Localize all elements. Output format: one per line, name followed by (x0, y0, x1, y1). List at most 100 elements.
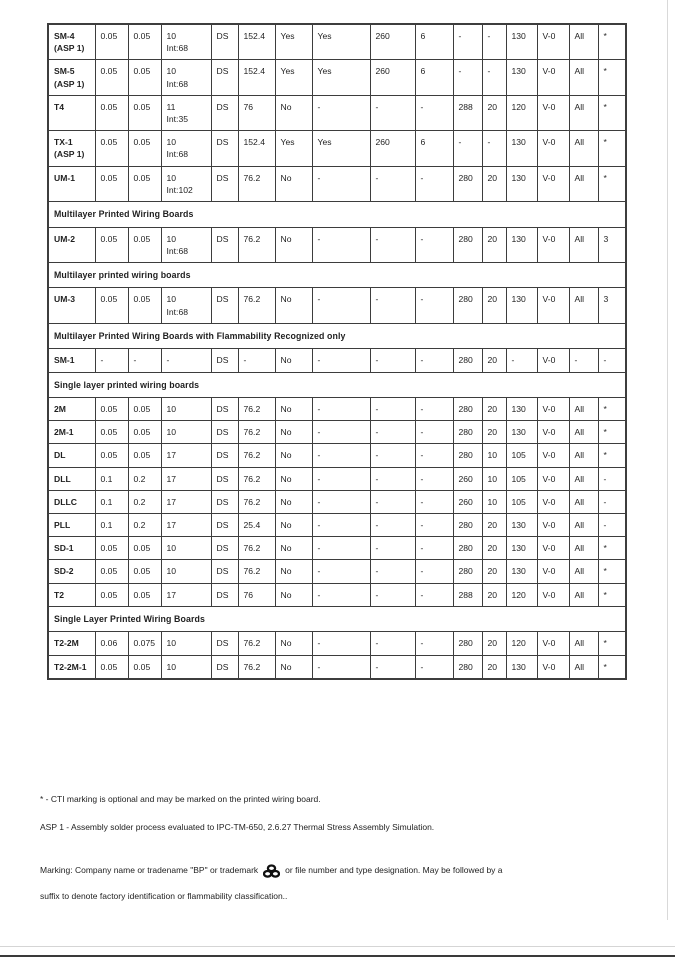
data-cell: 130 (505, 396, 538, 422)
section-header-label: Single Layer Printed Wiring Boards (47, 605, 627, 633)
table-row: SM-5 (ASP 1) 0.05 0.05 10 Int:68 DS 152.4 Yes Yes… (47, 59, 627, 96)
data-cell: 10 (160, 559, 212, 584)
data-cell: No (274, 654, 313, 680)
data-cell: All (568, 631, 599, 656)
data-cell: V-0 (536, 582, 570, 607)
data-cell: - (369, 348, 416, 373)
cti-footnote: * - CTI marking is optional and may be m… (40, 794, 321, 804)
data-cell: 280 (452, 348, 483, 373)
data-cell: 10 (160, 396, 212, 422)
board-type-cell: T2-2M-1 (47, 654, 96, 680)
data-cell: - (414, 466, 454, 491)
data-cell: 288 (452, 94, 483, 132)
data-cell: - (414, 443, 454, 468)
data-cell: V-0 (536, 23, 570, 61)
data-cell: No (274, 582, 313, 607)
data-cell: 0.05 (127, 536, 162, 561)
board-type-cell: UM-1 (47, 165, 96, 203)
data-cell: 0.1 (94, 466, 129, 491)
marking-block: Marking: Company name or tradename "BP" … (40, 860, 640, 907)
board-type-cell: UM-2 (47, 226, 96, 263)
data-cell: - (369, 443, 416, 468)
data-cell: - (414, 559, 454, 584)
data-cell: - (369, 536, 416, 561)
data-cell: Yes (274, 23, 313, 61)
data-cell: 0.1 (94, 512, 129, 538)
data-cell: 105 (505, 443, 538, 468)
data-cell: - (369, 165, 416, 203)
data-cell: - (597, 348, 627, 373)
data-cell: - (237, 348, 276, 373)
board-type-cell: T4 (47, 94, 96, 132)
data-cell: 10 Int:68 (160, 23, 212, 61)
data-cell: * (597, 654, 627, 680)
board-type-cell: PLL (47, 512, 96, 538)
data-cell: 20 (481, 94, 507, 132)
trefoil-trademark-icon (263, 864, 281, 886)
data-cell: No (274, 512, 313, 538)
data-cell: 20 (481, 420, 507, 445)
marking-text-before-symbol: Marking: Company name or tradename "BP" … (40, 865, 259, 875)
data-cell: * (597, 536, 627, 561)
data-cell: All (568, 23, 599, 61)
data-cell: - (414, 420, 454, 445)
data-cell: - (311, 654, 371, 680)
data-cell: V-0 (536, 226, 570, 263)
data-cell: 76.2 (237, 489, 276, 515)
table-section-header-row: Multilayer Printed Wiring Boards with Fl… (47, 322, 627, 350)
data-cell: 20 (481, 165, 507, 203)
data-cell: No (274, 348, 313, 373)
table-row: PLL 0.1 0.2 17 DS 25.4 No - - -280 20 130 V-0 All - (47, 512, 627, 538)
data-cell: - (414, 631, 454, 656)
data-cell: 10 (160, 420, 212, 445)
data-cell: - (369, 420, 416, 445)
data-cell: 260 (452, 466, 483, 491)
data-cell: 130 (505, 559, 538, 584)
data-cell: V-0 (536, 59, 570, 96)
data-cell: All (568, 654, 599, 680)
data-cell: All (568, 59, 599, 96)
data-cell: - (414, 582, 454, 607)
data-cell: 0.05 (127, 420, 162, 445)
data-cell: - (452, 59, 483, 96)
data-cell: 130 (505, 420, 538, 445)
section-header-label: Multilayer Printed Wiring Boards (47, 201, 627, 228)
data-cell: DS (210, 420, 239, 445)
data-cell: 260 (369, 23, 416, 61)
data-cell: 280 (452, 654, 483, 680)
data-cell: - (597, 466, 627, 491)
board-type-cell: 2M-1 (47, 420, 96, 445)
data-cell: 76.2 (237, 420, 276, 445)
data-cell: V-0 (536, 536, 570, 561)
data-cell: - (568, 348, 599, 373)
table-section-header-row: Multilayer Printed Wiring Boards (47, 201, 627, 228)
board-type-cell: DLL (47, 466, 96, 491)
data-cell: 6 (414, 23, 454, 61)
data-cell: - (311, 631, 371, 656)
table-row: T2-2M-1 0.05 0.05 10 DS 76.2 No - - -280 20 130 V-0 A… (47, 654, 627, 680)
table-row: SM-4 (ASP 1) 0.05 0.05 10 Int:68 DS 152.4 Yes Yes… (47, 23, 627, 61)
data-cell: - (414, 348, 454, 373)
data-cell: 76.2 (237, 226, 276, 263)
data-cell: 0.05 (94, 226, 129, 263)
data-cell: 0.05 (127, 396, 162, 422)
data-cell: 0.05 (127, 582, 162, 607)
data-cell: - (311, 582, 371, 607)
data-cell: - (311, 348, 371, 373)
data-cell: 280 (452, 559, 483, 584)
asp-footnote: ASP 1 - Assembly solder process evaluate… (40, 821, 435, 832)
data-cell: 0.2 (127, 512, 162, 538)
data-cell: 260 (369, 130, 416, 167)
data-cell: 0.05 (94, 443, 129, 468)
data-cell: 17 (160, 489, 212, 515)
data-cell: - (311, 287, 371, 324)
data-cell: DS (210, 94, 239, 132)
board-type-cell: SM-4 (ASP 1) (47, 23, 96, 61)
data-cell: 17 (160, 512, 212, 538)
data-cell: V-0 (536, 420, 570, 445)
data-cell: 130 (505, 165, 538, 203)
data-cell: 17 (160, 443, 212, 468)
data-cell: DS (210, 489, 239, 515)
board-type-cell: SD-1 (47, 536, 96, 561)
data-cell: 280 (452, 287, 483, 324)
